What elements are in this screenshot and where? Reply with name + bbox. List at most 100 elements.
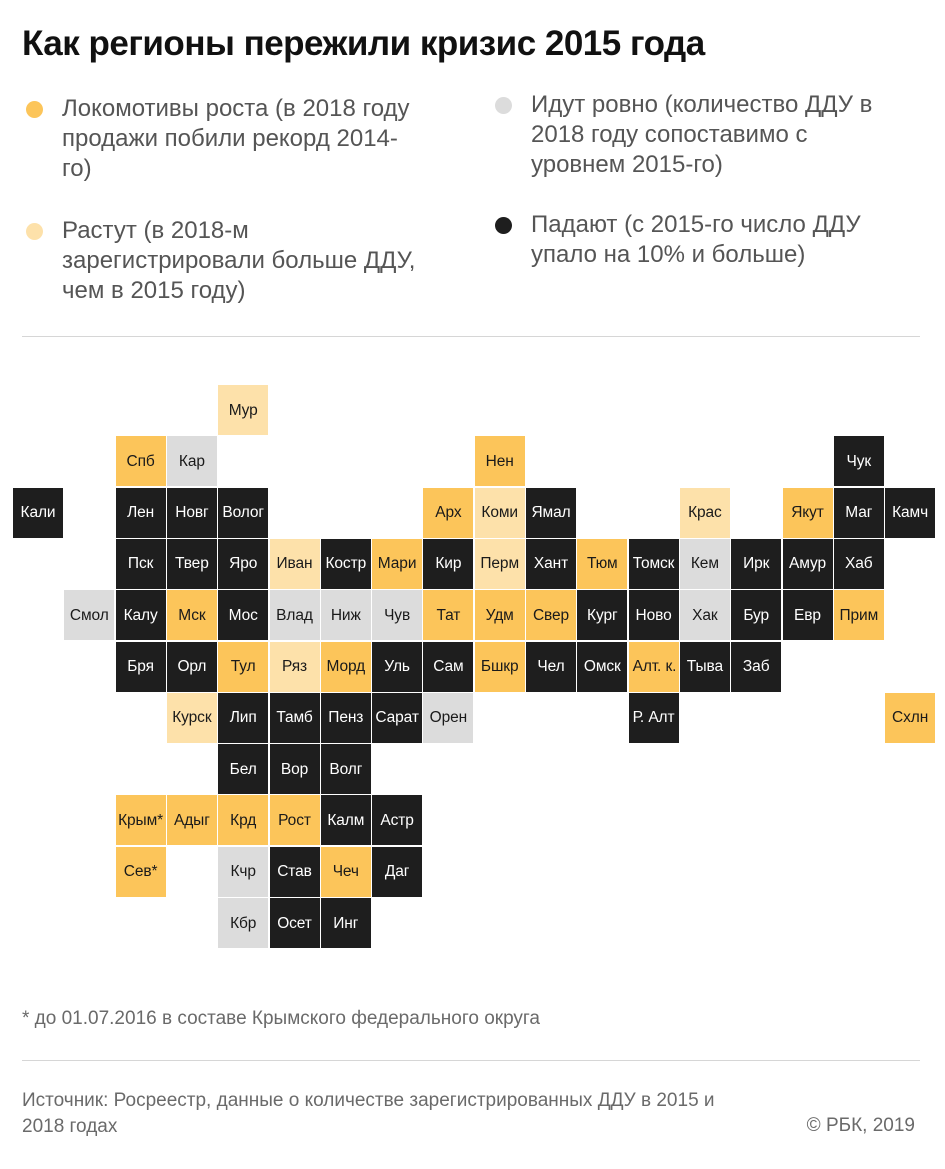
divider-top: [22, 336, 920, 337]
legend-dot-icon: [495, 217, 512, 234]
region-tile: Лен: [115, 487, 166, 538]
region-tile: Крас: [679, 487, 730, 538]
region-tile: Кали: [13, 487, 63, 538]
legend-falling-label: Падают (с 2015-го число ДДУ упало на 10%…: [531, 211, 861, 268]
region-tile: Ирк: [731, 538, 782, 589]
region-tile: Инг: [320, 898, 371, 948]
legend-dot-icon: [26, 101, 43, 118]
region-tile: Даг: [372, 846, 423, 897]
region-tile: Волог: [218, 487, 269, 538]
region-tile: Чел: [526, 641, 576, 692]
region-tile: Калм: [320, 795, 371, 846]
region-tile: Чув: [372, 590, 423, 641]
region-tile: Нен: [474, 436, 525, 487]
region-tile: Кчр: [218, 846, 269, 897]
legend-flat-label: Идут ровно (количество ДДУ в 2018 году с…: [531, 91, 873, 178]
region-tile: Мари: [372, 538, 423, 589]
region-tile: Схлн: [885, 692, 936, 743]
region-tile: Вор: [269, 744, 320, 795]
region-tile: Тамб: [269, 692, 320, 743]
region-tile: Морд: [320, 641, 371, 692]
divider-bottom: [22, 1060, 920, 1061]
region-tile: Амур: [782, 538, 833, 589]
region-tile: Мур: [218, 385, 269, 435]
region-tile: Уль: [372, 641, 423, 692]
region-tile: Бря: [115, 641, 166, 692]
region-tile: Крым*: [115, 795, 166, 846]
region-tile: Волг: [320, 744, 371, 795]
region-tile: Камч: [885, 487, 936, 538]
region-tile: Тюм: [577, 538, 628, 589]
region-tile: Маг: [833, 487, 884, 538]
legend-record-label: Локомотивы роста (в 2018 году продажи по…: [62, 95, 410, 182]
region-tile: Сев*: [115, 846, 166, 897]
region-tile: Сам: [423, 641, 474, 692]
region-tile: Евр: [782, 590, 833, 641]
region-tile: Крд: [218, 795, 269, 846]
region-tile: Твер: [166, 538, 217, 589]
region-tile: Костр: [320, 538, 371, 589]
page-title: Как регионы пережили кризис 2015 года: [22, 24, 705, 63]
region-tile: Смол: [64, 590, 115, 641]
region-tile: Заб: [731, 641, 782, 692]
source-note: Источник: Росреестр, данные о количестве…: [22, 1090, 715, 1137]
region-tile: Кир: [423, 538, 474, 589]
region-tile: Осет: [269, 898, 320, 948]
region-tile: Р. Алт: [628, 692, 679, 743]
region-tile: Адыг: [166, 795, 217, 846]
region-tile: Мск: [166, 590, 217, 641]
region-tile: Влад: [269, 590, 320, 641]
region-tile: Кбр: [218, 898, 269, 948]
region-tile: Кем: [679, 538, 730, 589]
region-tile: Бшкр: [474, 641, 525, 692]
region-tile: Орен: [423, 692, 474, 743]
region-tile: Ниж: [320, 590, 371, 641]
region-tile: Свер: [526, 590, 576, 641]
region-tile: Орл: [166, 641, 217, 692]
region-tile: Коми: [474, 487, 525, 538]
legend-dot-icon: [26, 223, 43, 240]
region-tile: Пск: [115, 538, 166, 589]
region-tile: Бур: [731, 590, 782, 641]
region-tile: Пенз: [320, 692, 371, 743]
region-tile: Хак: [679, 590, 730, 641]
region-tile: Калу: [115, 590, 166, 641]
footnote: * до 01.07.2016 в составе Крымского феде…: [22, 1008, 541, 1029]
region-tile: Курск: [166, 692, 217, 743]
region-tile: Перм: [474, 538, 525, 589]
region-tile: Якут: [782, 487, 833, 538]
region-tile: Алт. к.: [628, 641, 679, 692]
region-tile: Удм: [474, 590, 525, 641]
region-tile: Бел: [218, 744, 269, 795]
region-tile: Чук: [833, 436, 884, 487]
region-tile: Кург: [577, 590, 628, 641]
region-tile: Ново: [628, 590, 679, 641]
region-tile: Хаб: [833, 538, 884, 589]
region-tile: Чеч: [320, 846, 371, 897]
region-tile: Спб: [115, 436, 166, 487]
copyright: © РБК, 2019: [806, 1115, 915, 1136]
region-tile: Омск: [577, 641, 628, 692]
region-tile: Тат: [423, 590, 474, 641]
region-tile: Прим: [833, 590, 884, 641]
region-tile: Астр: [372, 795, 423, 846]
region-tile: Ряз: [269, 641, 320, 692]
region-tile: Тул: [218, 641, 269, 692]
legend-dot-icon: [495, 97, 512, 114]
region-tile: Рост: [269, 795, 320, 846]
region-tile: Яро: [218, 538, 269, 589]
region-tile: Став: [269, 846, 320, 897]
region-tile: Иван: [269, 538, 320, 589]
region-tile: Лип: [218, 692, 269, 743]
region-tile: Хант: [526, 538, 576, 589]
region-tile: Мос: [218, 590, 269, 641]
region-tile: Ямал: [526, 487, 576, 538]
region-tile: Тыва: [679, 641, 730, 692]
region-tile: Кар: [166, 436, 217, 487]
region-tile: Сарат: [372, 692, 423, 743]
legend-growing-label: Растут (в 2018-м зарегистрировали больше…: [62, 217, 416, 304]
region-tile: Арх: [423, 487, 474, 538]
region-tile: Новг: [166, 487, 217, 538]
region-tile: Томск: [628, 538, 679, 589]
